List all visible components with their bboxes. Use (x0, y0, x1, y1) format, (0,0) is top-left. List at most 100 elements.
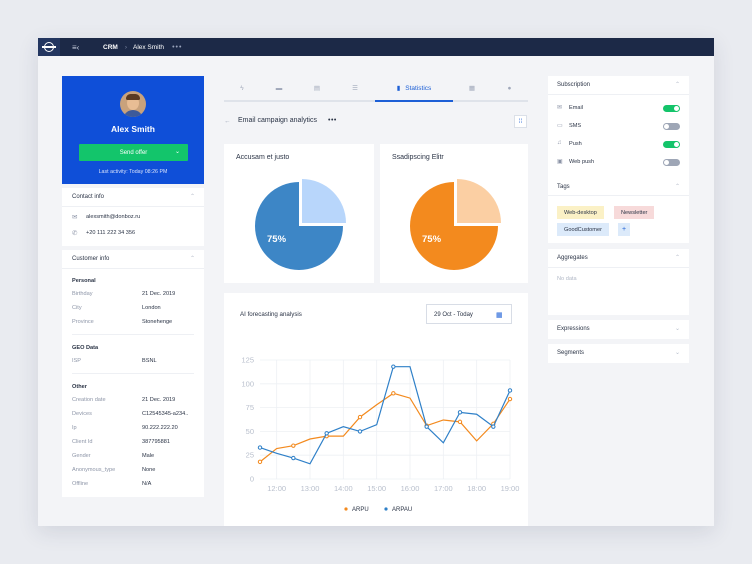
tab-messages[interactable]: ▬ (260, 76, 298, 100)
breadcrumb-user: Alex Smith (132, 43, 165, 51)
geo-heading: GEO Data (72, 345, 99, 351)
profile-name: Alex Smith (111, 124, 155, 134)
add-tag-button[interactable]: + (618, 223, 631, 236)
back-arrow-icon[interactable]: ← (224, 118, 231, 125)
subscription-label: SMS (569, 123, 582, 129)
customer-info-title: Customer info (72, 256, 110, 262)
field-label: Gender (72, 453, 91, 459)
field-label: Creation date (72, 397, 106, 403)
pie-card: Ssadipscing Elitr 75% (380, 144, 528, 283)
contact-info-card: Contact info ⌃ ✉ alexsmith@donboz.ru ✆ +… (62, 188, 204, 246)
y-tick-label: 0 (250, 475, 254, 484)
breadcrumb-separator-icon: › (124, 43, 127, 51)
field-value: C12545345-a234.. (142, 411, 189, 417)
pie-slice-remaining (302, 179, 346, 223)
aggregates-card: Aggregates ⌃ No data (548, 249, 689, 315)
data-point (257, 445, 263, 450)
x-tick-label: 19:00 (501, 484, 520, 493)
data-point (391, 391, 396, 396)
push-toggle[interactable] (663, 141, 680, 148)
collapse-icon[interactable]: ⌃ (189, 194, 195, 200)
tab-notes[interactable]: ▤ (298, 76, 336, 100)
x-tick-label: 18:00 (467, 484, 486, 493)
divider (548, 94, 689, 95)
send-offer-button[interactable]: Send offer ⌄ (79, 144, 188, 161)
data-point (507, 396, 513, 402)
collapse-icon[interactable]: ⌃ (674, 184, 680, 190)
app-window: ≡‹ CRM › Alex Smith ••• Alex Smith Send … (38, 38, 714, 526)
email-toggle[interactable] (663, 105, 680, 112)
forecast-card: AI forecasting analysis 29 Oct - Today ▦… (224, 293, 528, 526)
legend-marker (384, 507, 388, 511)
y-tick-label: 50 (246, 427, 254, 436)
menu-toggle-icon[interactable]: ≡‹ (72, 42, 80, 52)
divider (548, 267, 689, 268)
data-point (324, 431, 329, 436)
customer-info-card: Customer info ⌃ Personal Birthday 21 Dec… (62, 250, 204, 497)
y-tick-label: 100 (241, 379, 254, 388)
series-line-arpau (259, 366, 511, 465)
chevron-down-icon[interactable]: ⌄ (674, 350, 680, 356)
mail-icon: ✉ (72, 214, 78, 221)
x-tick-label: 16:00 (401, 484, 420, 493)
more-options-icon[interactable]: ••• (172, 43, 183, 51)
data-point (507, 388, 513, 393)
tab-comments[interactable]: ● (491, 76, 528, 100)
collapse-icon[interactable]: ⌃ (189, 256, 195, 262)
pie-card: Accusam et justo 75% (224, 144, 374, 283)
field-value: 21 Dec. 2019 (142, 397, 176, 403)
y-tick-label: 75 (246, 403, 254, 412)
tab-activity[interactable]: ϟ (224, 76, 260, 100)
last-activity: Last activity: Today 08:26 PM (98, 169, 168, 175)
chevron-down-icon[interactable]: ⌄ (674, 326, 680, 332)
field-value: N/A (142, 481, 152, 487)
gift-icon: ▦ (468, 85, 476, 92)
field-label: Devices (72, 411, 92, 417)
tag-newsletter[interactable]: Newsletter (614, 206, 655, 219)
collapse-icon[interactable]: ⌃ (674, 82, 680, 88)
tab-statistics[interactable]: ▮ Statistics (375, 76, 453, 100)
grid-view-button[interactable]: ⁞⁞ (514, 115, 527, 128)
divider (62, 268, 204, 269)
subscription-label: Email (569, 105, 583, 111)
field-label: Offline (72, 481, 89, 487)
contact-email[interactable]: alexsmith@donboz.ru (86, 214, 141, 220)
breadcrumb-crm[interactable]: CRM (103, 43, 118, 51)
mail-icon: ✉ (557, 105, 563, 111)
tab-gifts[interactable]: ▦ (453, 76, 491, 100)
field-value: BSNL (142, 358, 157, 364)
date-range-picker[interactable]: 29 Oct - Today ▦ (426, 304, 512, 324)
tag-good-customer[interactable]: GoodCustomer (557, 223, 609, 236)
chevron-down-icon[interactable]: ⌄ (174, 149, 180, 155)
divider (72, 373, 194, 374)
field-label: Birthday (72, 291, 93, 297)
sms-toggle[interactable] (663, 123, 680, 130)
logo-icon[interactable] (38, 38, 60, 56)
field-label: City (72, 305, 82, 311)
segments-card[interactable]: Segments ⌄ (548, 344, 689, 363)
data-point (424, 424, 429, 429)
aggregates-empty: No data (557, 276, 577, 282)
tag-web-desktop[interactable]: Web-desktop (557, 206, 604, 219)
personal-heading: Personal (72, 278, 96, 284)
field-value: Male (142, 453, 155, 459)
pie-slice-main (410, 182, 498, 270)
y-tick-label: 25 (246, 451, 254, 460)
avatar (120, 91, 146, 117)
pie-title: Ssadipscing Elitr (392, 154, 444, 161)
expressions-card[interactable]: Expressions ⌄ (548, 320, 689, 339)
field-label: Ip (72, 425, 77, 431)
top-bar: ≡‹ CRM › Alex Smith ••• (38, 38, 714, 56)
more-options-icon[interactable]: ••• (328, 117, 337, 124)
tab-list[interactable]: ☰ (336, 76, 374, 100)
pie-percent-label: 75% (267, 234, 287, 245)
calendar-icon[interactable]: ▦ (496, 312, 503, 319)
web-push-toggle[interactable] (663, 159, 680, 166)
x-tick-label: 13:00 (301, 484, 320, 493)
tab-bar: ϟ ▬ ▤ ☰ ▮ Statistics ▦ ● (224, 76, 528, 102)
collapse-icon[interactable]: ⌃ (674, 255, 680, 261)
data-point (391, 364, 396, 369)
bell-icon: ♫ (557, 140, 562, 146)
contact-phone[interactable]: +20 111 222 34 356 (86, 230, 136, 236)
field-label: ISP (72, 358, 82, 364)
